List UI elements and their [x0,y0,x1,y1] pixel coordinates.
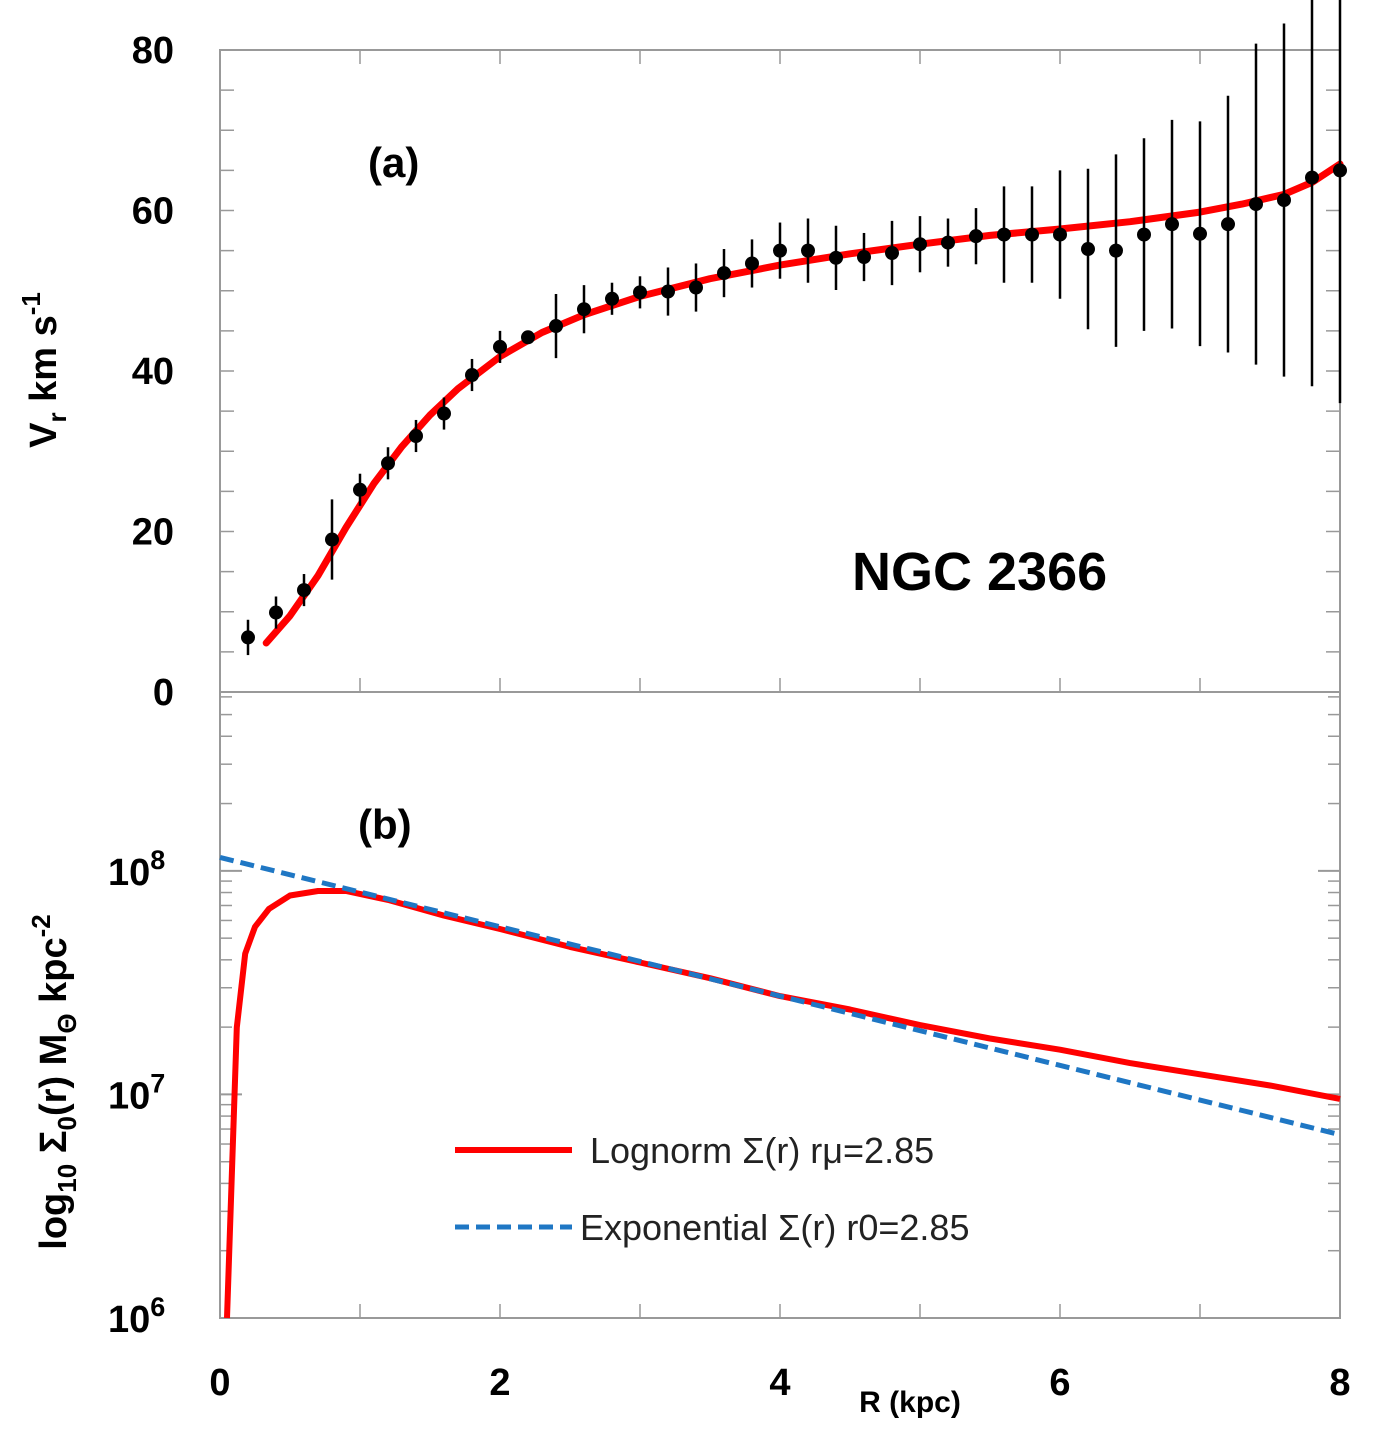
data-point [745,256,759,271]
data-point [1305,170,1319,185]
data-point [1193,226,1207,241]
data-point [885,246,899,261]
ylabel-b-sub1: 10 [52,1164,82,1193]
x-tick-label: 2 [489,1362,510,1404]
data-point [1333,163,1347,178]
ytick-exponent: 6 [150,1292,165,1322]
data-point [941,235,955,250]
data-point [325,532,339,547]
data-point [409,429,423,444]
data-point [465,368,479,383]
data-point [717,266,731,281]
ytick-base: 10 [108,852,150,894]
legend-exponential-label: Exponential Σ(r) r0=2.85 [580,1207,969,1248]
data-point [661,284,675,299]
panel-a-ylabel: Vr km s-1 [16,292,72,448]
panel-a-ytick-label: 40 [132,351,174,393]
data-point [1109,243,1123,258]
data-point [1025,227,1039,242]
panel-a-texts: (a) NGC 2366 Vr km s-1 [16,139,1107,602]
ylabel-b-sub2: 0 [52,1116,82,1130]
data-point [1277,193,1291,208]
ytick-exponent: 7 [150,1068,165,1098]
ylabel-b-sub3: Θ [52,1013,82,1033]
data-point [913,237,927,252]
ytick-base: 10 [108,1075,150,1117]
panel-a-ytick-label: 80 [132,30,174,72]
data-point [633,285,647,300]
model-curve [262,160,1344,647]
panel-a-ytick-label: 60 [132,191,174,233]
data-point [773,243,787,258]
panel-a-rotation-curve: 0 20 40 60 80 [132,0,1347,714]
panel-b-label: (b) [358,801,412,848]
data-point [689,280,703,295]
panel-b-ytick-label: 107 [108,1068,165,1117]
ylabel-a-sup: -1 [16,292,46,315]
x-axis-labels: 0 2 4 6 8 [209,1362,1350,1404]
data-point [997,227,1011,242]
data-point [1053,227,1067,242]
data-point [353,482,367,497]
ylabel-b-sigma: Σ [33,1130,75,1163]
data-point [1081,242,1095,257]
ylabel-a-main: V [23,422,65,448]
data-point [549,319,563,334]
x-tick-label: 6 [1049,1362,1070,1404]
panel-b-texts: (b) log10 Σ0(r) MΘ kpc-2 Lognorm Σ(r) rμ… [26,801,969,1250]
x-tick-label: 0 [209,1362,230,1404]
ylabel-b-mid: (r) M [33,1034,75,1116]
panel-a-label: (a) [368,139,419,186]
lognorm-curve [224,888,1341,1319]
exponential-curve [219,854,1341,1138]
data-point [577,302,591,317]
ylabel-b-sup: -2 [26,914,56,937]
data-point [521,330,535,345]
ytick-base: 10 [108,1299,150,1341]
legend: Lognorm Σ(r) rμ=2.85 Exponential Σ(r) r0… [455,1130,969,1248]
data-point [1137,227,1151,242]
data-point [241,630,255,645]
data-point [381,456,395,471]
data-point [269,605,283,620]
panel-a-ytick-label: 20 [132,512,174,554]
data-point [605,291,619,306]
panel-b-ytick-label: 106 [108,1292,165,1341]
panel-b-ylabel: log10 Σ0(r) MΘ kpc-2 [26,914,82,1249]
data-point [801,243,815,258]
ylabel-b-rest: kpc [33,937,75,1013]
data-point [1249,197,1263,212]
data-point [857,250,871,265]
panel-b-ytick-label: 108 [108,845,165,894]
legend-lognorm-label: Lognorm Σ(r) rμ=2.85 [590,1130,934,1171]
data-point [829,250,843,265]
ylabel-a-rest: km s [23,315,65,412]
panel-a-ytick-label: 0 [153,672,174,714]
x-axis-title: R (kpc) [859,1386,961,1419]
data-point [297,583,311,598]
data-point [437,406,451,421]
x-tick-label: 8 [1329,1362,1350,1404]
ylabel-a-sub: r [42,412,72,422]
x-tick-label: 4 [769,1362,790,1404]
data-point [493,339,507,354]
data-point [969,229,983,244]
ytick-exponent: 8 [150,845,165,875]
data-point [1221,217,1235,232]
galaxy-name: NGC 2366 [852,542,1107,602]
data-point [1165,217,1179,232]
ylabel-b-main: log [33,1193,75,1250]
